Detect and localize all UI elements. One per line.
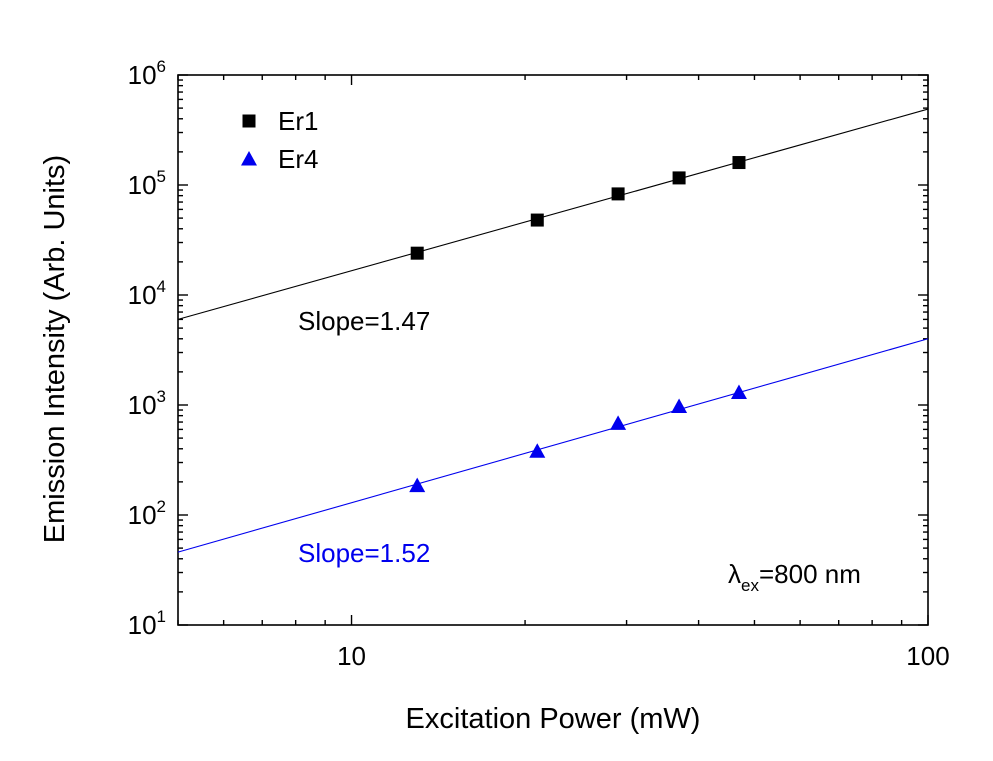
fit-lines (177, 108, 929, 553)
data-point-er1 (611, 187, 625, 201)
y-tick-label: 106 (128, 57, 166, 90)
fit-line-er1 (177, 108, 929, 320)
y-tick-label: 105 (128, 167, 166, 200)
excitation-wavelength-label: λex=800 nm (728, 559, 861, 595)
x-tick-label: 10 (337, 641, 366, 671)
data-point-er4 (409, 477, 426, 493)
data-point-er4 (610, 415, 627, 430)
data-point-er4 (529, 443, 546, 458)
y-tick-label: 101 (128, 607, 166, 640)
data-point-er1 (410, 246, 424, 260)
data-point-er1 (530, 213, 544, 227)
plot-border (177, 74, 929, 626)
x-tick-label: 100 (906, 641, 949, 671)
legend-marker-er1 (242, 114, 256, 128)
x-axis-ticks: 10 100 (177, 75, 950, 671)
y-tick-label: 104 (128, 277, 166, 310)
fit-line-er4 (177, 338, 929, 553)
y-axis-ticks: 101 102 103 104 105 106 (128, 57, 928, 640)
x-axis-title: Excitation Power (mW) (406, 703, 701, 735)
data-point-er1 (672, 171, 686, 185)
slope-label-er1: Slope=1.47 (298, 306, 430, 336)
legend-label-er1: Er1 (278, 106, 318, 136)
legend-marker-er4 (241, 151, 257, 166)
wavelength-value: =800 nm (759, 559, 861, 589)
slope-label-er4: Slope=1.52 (298, 538, 430, 568)
data-point-er4 (671, 398, 688, 413)
plot-frame (177, 74, 929, 626)
lambda-subscript: ex (741, 576, 759, 595)
legend-label-er4: Er4 (278, 144, 318, 174)
y-tick-label: 102 (128, 497, 166, 530)
data-point-er1 (732, 156, 746, 170)
lambda-symbol: λ (728, 559, 741, 589)
data-point-er4 (730, 384, 747, 399)
y-tick-label: 103 (128, 387, 166, 420)
y-axis-title: Emission Intensity (Arb. Units) (39, 155, 71, 543)
data-markers (409, 156, 747, 493)
